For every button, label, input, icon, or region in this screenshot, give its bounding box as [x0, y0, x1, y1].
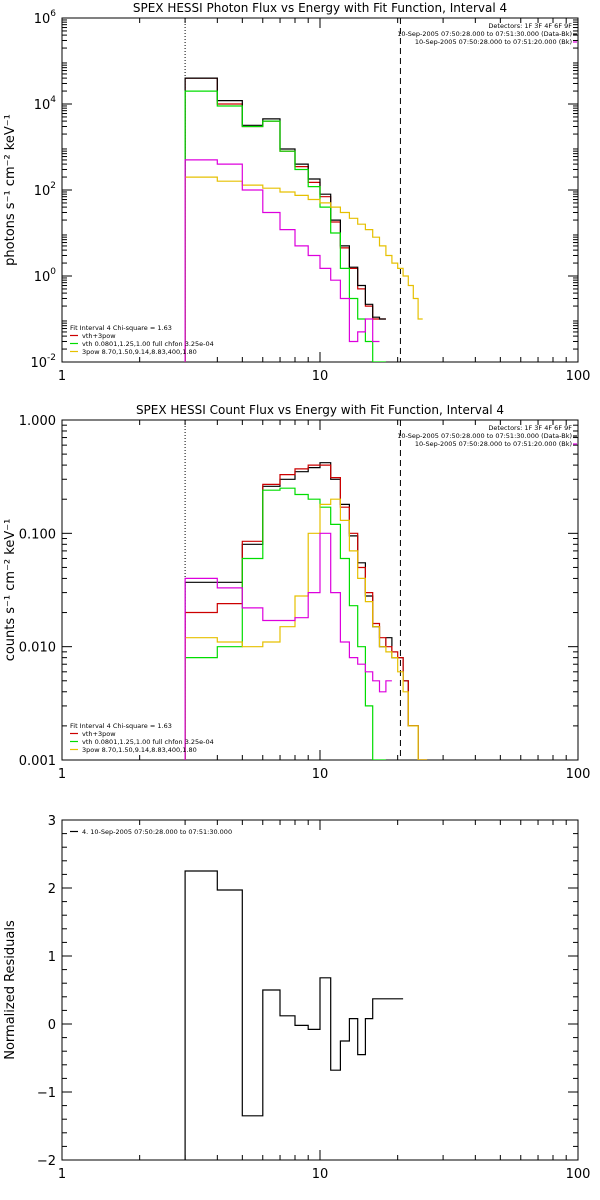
series-background	[184, 159, 380, 362]
legend-label: 3pow 8.70,1.50,9.14,8.83,400,1.80	[82, 348, 197, 356]
x-tick-label: 1	[58, 369, 66, 384]
series-background	[184, 532, 392, 760]
series-data	[184, 77, 386, 362]
legend-label: vth 0.0801,1.25,1.00 full chfon 3.25e-04	[82, 738, 214, 746]
info-line: 10-Sep-2005 07:50:28.000 to 07:51:20.000…	[415, 38, 572, 46]
y-tick-label: 106	[34, 9, 57, 27]
series-data	[184, 462, 428, 760]
series-data	[184, 870, 404, 1160]
x-tick-label: 10	[312, 369, 329, 384]
y-tick-label: −2	[37, 1154, 56, 1169]
y-tick-label: 2	[48, 882, 56, 897]
chart-panel-1: SPEX HESSI Photon Flux vs Energy with Fi…	[3, 1, 590, 384]
y-tick-label: 1.000	[19, 414, 56, 429]
info-line: Detectors: 1F 3F 4F 6F 9F	[488, 424, 572, 432]
legend-label: vth+3pow	[82, 332, 116, 340]
x-tick-label: 10	[312, 767, 329, 782]
legend-label: vth 0.0801,1.25,1.00 full chfon 3.25e-04	[82, 340, 214, 348]
chart-panel-3: 1 10 100 −2 −1 0 1 2 3 Normalized Residuals 4. 10-…	[3, 814, 590, 1182]
info-line: 10-Sep-2005 07:50:28.000 to 07:51:30.000…	[397, 432, 572, 440]
y-tick-label: 100	[34, 267, 57, 285]
chart-title: SPEX HESSI Photon Flux vs Energy with Fi…	[133, 1, 507, 15]
y-axis-label: photons s⁻¹ cm⁻² keV⁻¹	[3, 114, 18, 266]
legend-label: vth+3pow	[82, 730, 116, 738]
info-line: 10-Sep-2005 07:50:28.000 to 07:51:30.000…	[397, 30, 572, 38]
y-tick-label: 10-2	[30, 353, 56, 371]
y-tick-label: 1	[48, 950, 56, 965]
series-powerlaw	[184, 176, 423, 362]
chart-panel-2: SPEX HESSI Count Flux vs Energy with Fit…	[3, 403, 590, 782]
series-thermal	[184, 90, 386, 362]
y-tick-label: 0.001	[19, 754, 56, 769]
y-tick-label: 0	[48, 1018, 56, 1033]
series-powerlaw	[184, 498, 428, 760]
y-tick-label: 0.010	[19, 641, 56, 656]
x-tick-label: 10	[312, 1167, 329, 1182]
chart-title: SPEX HESSI Count Flux vs Energy with Fit…	[136, 403, 504, 417]
legend-label: 3pow 8.70,1.50,9.14,8.83,400,1.80	[82, 746, 197, 754]
x-tick-label: 1	[58, 1167, 66, 1182]
y-tick-label: 3	[48, 814, 56, 829]
info-line: Detectors: 1F 3F 4F 6F 9F	[488, 22, 572, 30]
x-tick-label: 100	[566, 1167, 591, 1182]
legend-label: 4. 10-Sep-2005 07:50:28.000 to 07:51:30.…	[82, 828, 232, 836]
y-tick-label: 0.100	[19, 527, 56, 542]
series-total	[184, 464, 428, 760]
x-tick-label: 1	[58, 767, 66, 782]
legend-header: Fit Interval 4 Chi-square = 1.63	[70, 324, 172, 332]
y-axis-label: Normalized Residuals	[3, 920, 18, 1060]
y-tick-label: −1	[37, 1086, 56, 1101]
y-axis-label: counts s⁻¹ cm⁻² keV⁻¹	[3, 519, 18, 662]
legend-header: Fit Interval 4 Chi-square = 1.63	[70, 722, 172, 730]
y-tick-label: 102	[34, 181, 56, 199]
series-thermal	[184, 487, 386, 760]
x-tick-label: 100	[566, 767, 591, 782]
info-line: 10-Sep-2005 07:50:28.000 to 07:51:20.000…	[415, 440, 572, 448]
y-tick-label: 104	[34, 95, 57, 113]
series-total	[184, 77, 386, 362]
x-tick-label: 100	[566, 369, 591, 384]
